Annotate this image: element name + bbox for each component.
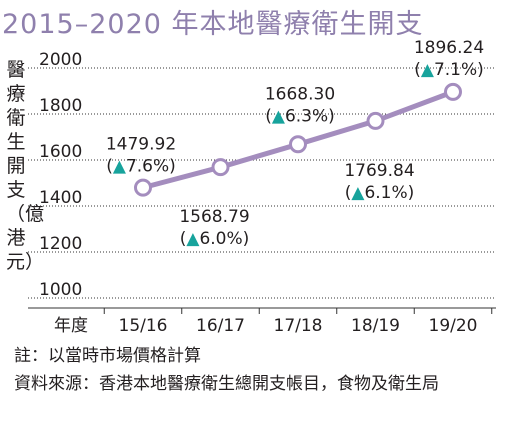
source-text: 資料來源：香港本地醫療衛生總開支帳目，食物及衛生局 — [14, 374, 439, 394]
data-value-label: 1479.92 — [106, 135, 176, 155]
data-value-label: 1769.84 — [344, 161, 414, 181]
x-tick-label: 18/19 — [351, 316, 400, 336]
chart-title: 2015–2020 年本地醫療衛生開支 — [2, 9, 424, 40]
up-arrow-icon: ▲ — [186, 229, 200, 249]
y-tick-label: 2000 — [39, 50, 82, 70]
up-arrow-icon: ▲ — [421, 60, 435, 80]
change-label: (▲7.1%) — [414, 60, 484, 80]
y-tick-label: 1400 — [39, 188, 82, 208]
data-value-label: 1568.79 — [179, 207, 249, 227]
data-value-label: 1896.24 — [414, 38, 484, 58]
gridlines — [28, 67, 496, 314]
data-point — [211, 158, 230, 177]
note-text: 註：以當時市場價格計算 — [14, 346, 201, 366]
change-label: (▲6.1%) — [345, 183, 415, 203]
data-labels: 1479.92(▲7.6%) 1568.79(▲6.0%) 1668.30(▲6.3… — [106, 38, 484, 249]
x-tick-label: 16/17 — [196, 316, 245, 336]
data-value-label: 1668.30 — [265, 84, 335, 104]
data-points — [134, 82, 462, 197]
x-tick-label: 15/16 — [119, 316, 168, 336]
change-label: (▲7.6%) — [106, 157, 176, 177]
up-arrow-icon: ▲ — [272, 106, 286, 126]
data-point — [134, 178, 152, 197]
y-tick-label: 1800 — [39, 96, 82, 116]
x-tick-labels: 年度 15/16 16/17 17/18 18/19 19/20 — [54, 316, 478, 336]
change-label: (▲6.0%) — [180, 229, 250, 249]
line-chart: 1000 1200 1400 1600 1800 2000 年度 15/16 16/17 17… — [28, 38, 496, 336]
footnotes: 註：以當時市場價格計算 資料來源：香港本地醫療衛生總開支帳目，食物及衛生局 — [14, 342, 500, 398]
x-axis-label: 年度 — [54, 316, 88, 336]
x-tick-label: 19/20 — [429, 316, 478, 336]
data-point — [444, 82, 462, 101]
up-arrow-icon: ▲ — [351, 183, 365, 203]
y-tick-label: 1000 — [39, 280, 82, 300]
up-arrow-icon: ▲ — [113, 157, 127, 177]
change-label: (▲6.3%) — [265, 106, 335, 126]
y-tick-label: 1600 — [39, 142, 82, 162]
data-point — [289, 135, 307, 154]
data-point — [366, 111, 385, 130]
y-tick-labels: 1000 1200 1400 1600 1800 2000 — [39, 50, 82, 300]
y-tick-label: 1200 — [39, 234, 82, 254]
x-tick-label: 17/18 — [274, 316, 323, 336]
